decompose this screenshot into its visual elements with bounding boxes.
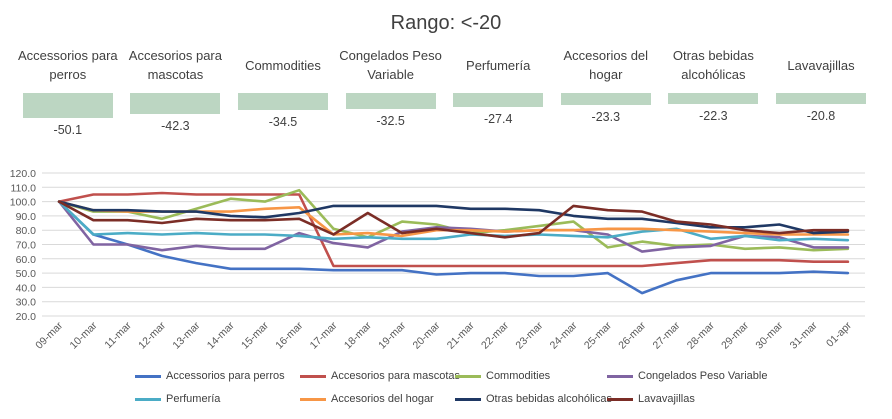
legend-swatch (135, 397, 161, 401)
summary-category-label: Accesorios para mascotas (128, 48, 222, 82)
y-tick-label: 30.0 (16, 297, 37, 309)
legend-swatch (455, 397, 481, 401)
page-title: Rango: <-20 (390, 12, 502, 34)
legend-label: Perfumería (166, 393, 221, 405)
x-tick-label: 16-mar (273, 319, 305, 351)
legend-label: Accessorios para perros (166, 370, 285, 382)
summary-bar (453, 93, 544, 107)
summary-value-label: -27.4 (483, 111, 513, 126)
x-tick-label: 15-mar (239, 319, 271, 351)
y-tick-label: 20.0 (16, 311, 37, 323)
x-tick-label: 22-mar (479, 319, 511, 351)
y-tick-label: 40.0 (16, 282, 37, 294)
summary-value-label: -22.3 (699, 109, 728, 124)
x-tick-label: 25-mar (582, 319, 614, 351)
summary-category-label: Perfumería (466, 57, 531, 73)
series-line (57, 200, 850, 295)
line-chart: 20.0 30.0 40.0 50.0 60.0 70.0 80.0 90.0 100.0 110… (10, 168, 865, 352)
x-tick-label: 23-mar (513, 319, 545, 351)
x-tick-label: 29-mar (719, 319, 751, 351)
x-tick-label: 01-apr (824, 319, 854, 349)
x-tick-label: 19-mar (376, 319, 408, 351)
series-line (57, 200, 850, 242)
summary-bar (668, 93, 759, 105)
legend-item: Accesorios del hogar (300, 393, 434, 405)
legend-item: Commodities (455, 370, 550, 382)
y-tick-label: 70.0 (16, 240, 37, 252)
x-tick-label: 26-mar (616, 319, 648, 351)
x-tick-label: 20-mar (410, 319, 442, 351)
series-line (57, 200, 850, 235)
legend-item: Accessorios para perros (135, 370, 285, 382)
summary-value-label: -20.8 (806, 108, 836, 123)
legend-item: Accesorios para mascotas (300, 370, 460, 382)
x-tick-label: 21-mar (445, 319, 477, 351)
legend-label: Lavavajillas (638, 393, 695, 405)
x-tick-label: 28-mar (685, 319, 717, 351)
y-tick-label: 100.0 (10, 197, 36, 209)
summary-bar (238, 93, 328, 111)
x-tick-label: 31-mar (788, 319, 820, 351)
y-tick-label: 50.0 (16, 268, 37, 280)
legend-swatch (135, 374, 161, 378)
legend-swatch (607, 374, 633, 378)
x-tick-label: 09-mar (33, 319, 65, 351)
legend-item: Congelados Peso Variable (607, 370, 767, 382)
x-tick-label: 17-mar (308, 319, 340, 351)
y-tick-label: 110.0 (11, 182, 37, 194)
series-line (57, 191, 850, 268)
x-tick-label: 13-mar (170, 319, 202, 351)
legend-swatch (455, 374, 481, 378)
x-tick-label: 12-mar (136, 319, 168, 351)
x-tick-label: 18-mar (342, 319, 374, 351)
series-line (57, 200, 850, 239)
summary-category-label: Otras bebidas alcohólicas (672, 48, 754, 82)
summary-bar (130, 93, 221, 115)
summary-bar (560, 93, 651, 105)
legend-item: Lavavajillas (607, 393, 695, 405)
legend-item: Otras bebidas alcohólicas (455, 393, 612, 405)
legend-label: Congelados Peso Variable (638, 370, 768, 382)
legend-label: Accesorios del hogar (331, 393, 434, 405)
x-tick-label: 30-mar (753, 319, 785, 351)
legend-item: Perfumería (135, 393, 220, 405)
summary-value-label: -23.3 (591, 109, 621, 124)
y-tick-label: 120.0 (10, 168, 36, 180)
summary-category-label: Congelados Peso Variable (339, 48, 442, 82)
x-tick-label: 24-mar (548, 319, 580, 351)
summary-value-label: -34.5 (268, 115, 298, 130)
legend-swatch (300, 374, 326, 378)
summary-value-label: -42.3 (161, 119, 190, 134)
legend-label: Otras bebidas alcohólicas (486, 393, 612, 405)
summary-value-label: -32.5 (376, 114, 405, 129)
legend-swatch (607, 397, 633, 401)
x-tick-label: 14-mar (205, 319, 237, 351)
summary-category-label: Commodities (245, 57, 321, 73)
x-tick-label: 10-mar (68, 319, 100, 351)
y-tick-label: 80.0 (16, 225, 37, 237)
summary-bar (22, 93, 113, 119)
summary-category-label: Lavavajillas (787, 57, 855, 73)
summary-value-label: -50.1 (53, 123, 83, 138)
summary-category-label: Accessorios para perros (17, 48, 118, 82)
y-tick-label: 60.0 (16, 254, 37, 266)
summary-category-label: Accesorios del hogar (563, 48, 649, 82)
legend-swatch (300, 397, 326, 401)
y-tick-label: 90.0 (16, 211, 37, 223)
legend-label: Commodities (486, 370, 551, 382)
x-tick-label: 27-mar (651, 319, 683, 351)
summary-bar (345, 93, 436, 110)
summary-bar (776, 93, 866, 104)
series-line (57, 200, 850, 253)
legend-label: Accesorios para mascotas (331, 370, 460, 382)
x-tick-label: 11-mar (102, 319, 134, 351)
